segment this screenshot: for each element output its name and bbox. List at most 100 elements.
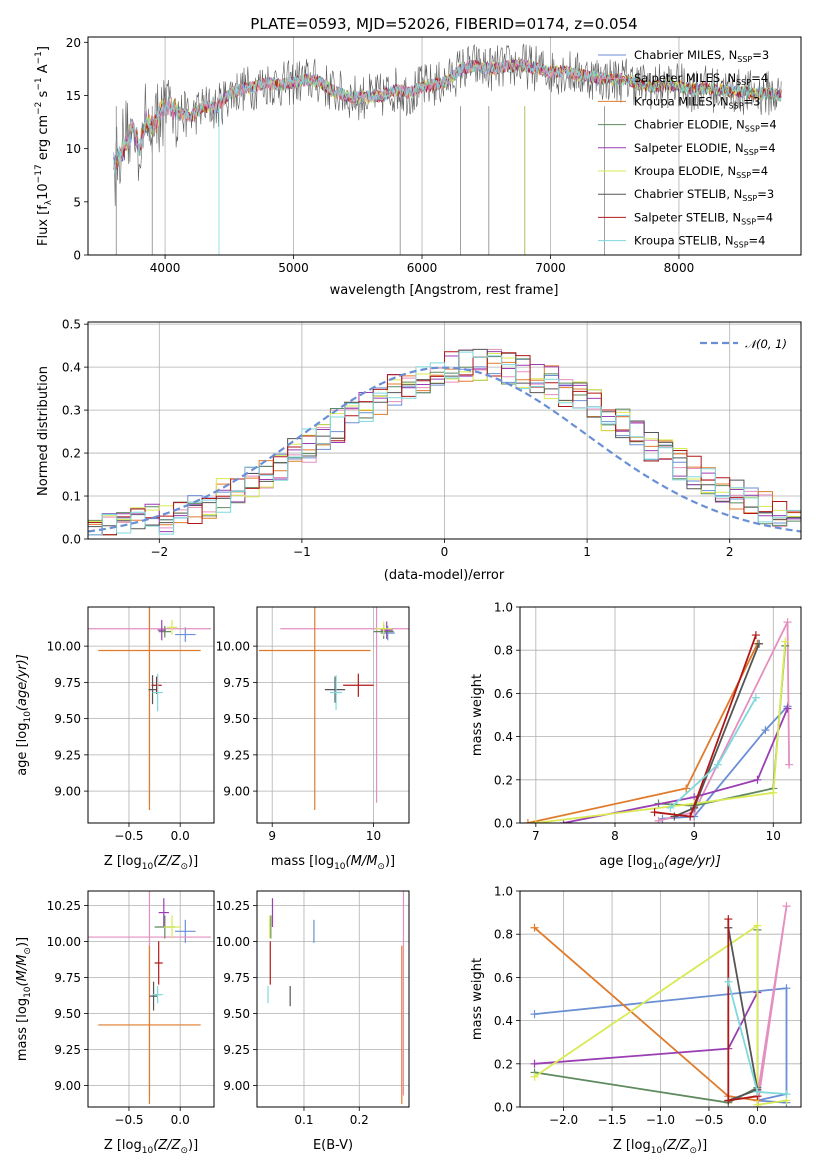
weight-marker-weight_vs_Z-7-0: [724, 915, 733, 924]
x-tick-label-spectrum-3: 7000: [535, 261, 566, 275]
x-axis-label-residuals: (data-model)/error: [384, 568, 505, 583]
x-tick-label-spectrum-0: 4000: [150, 261, 181, 275]
weight-marker-weight_vs_Z-7-1: [724, 1096, 733, 1105]
x-tick-label-residuals-1: −1: [293, 545, 311, 559]
grid-weight_vs_age: [520, 606, 801, 824]
weight-marker-weight_vs_age-8-2: [751, 693, 760, 702]
y-tick-label-residuals-5: 0.5: [62, 318, 81, 332]
x-tick-label-residuals-2: 0: [441, 545, 449, 559]
panel-residuals: −2 −1 0 1 2 0.0 0.1 0.2 0.3 0.4 0.5 𝒩(0, 1) (data-mo…: [36, 318, 802, 583]
y-tick-label-spectrum-0: 0: [73, 249, 81, 263]
y-tick-label-mass_vs_EBV-3: 9.75: [223, 971, 250, 985]
plot-area-spectrum: [113, 43, 782, 255]
plot-area-mass_vs_EBV: [267, 891, 405, 1105]
weight-series-weight_vs_age-5: [535, 641, 787, 823]
y-tick-label-weight_vs_Z-4: 0.8: [494, 928, 513, 942]
y-tick-label-spectrum-3: 15: [66, 89, 81, 103]
x-tick-label-mass_vs_Z-0: −0.5: [114, 1113, 143, 1127]
grid-age_vs_Z: [88, 607, 214, 823]
x-tick-label-residuals-3: 1: [583, 545, 591, 559]
x-tick-label-weight_vs_age-1: 8: [611, 829, 619, 843]
weight-marker-weight_vs_Z-1-1: [782, 902, 791, 911]
x-tick-label-spectrum-4: 8000: [664, 261, 695, 275]
y-axis-label-mass_vs_Z: mass [log10(M/M⊙)]: [15, 937, 33, 1061]
histogram-0: [88, 358, 801, 539]
y-tick-label-age_vs_mass-2: 9.50: [223, 712, 250, 726]
plot-area-weight_vs_Z: [530, 902, 791, 1107]
legend-label-6: Chabrier STELIB, NSSP=3: [634, 187, 774, 203]
panel-age_vs_Z: −0.5 0.0 9.00 9.25 9.50 9.75 10.00 Z [log10(Z/Z…: [15, 606, 215, 872]
weight-marker-weight_vs_Z-8-2: [782, 1090, 791, 1099]
panel-spectrum: 4000 5000 6000 7000 8000 0 5 10 15 20 wavelength […: [34, 36, 802, 298]
y-tick-label-mass_vs_Z-1: 9.25: [54, 1043, 81, 1057]
x-tick-label-weight_vs_age-2: 9: [690, 829, 698, 843]
spectrum-series-8: [113, 59, 782, 173]
weight-marker-weight_vs_age-4-2: [753, 775, 762, 784]
frame-residuals: [87, 321, 802, 540]
x-tick-label-residuals-0: −2: [150, 545, 168, 559]
grid-mass_vs_EBV: [257, 891, 409, 1107]
weight-series-weight_vs_age-4: [563, 708, 789, 823]
weight-marker-weight_vs_age-7-1: [686, 812, 695, 821]
plot-area-age_vs_mass: [259, 607, 409, 810]
legend-label-4: Salpeter ELODIE, NSSP=4: [634, 141, 776, 157]
y-tick-label-spectrum-4: 20: [66, 36, 81, 50]
x-tick-label-weight_vs_Z-3: −0.5: [694, 1113, 723, 1127]
legend-label-0: Chabrier MILES, NSSP=3: [634, 48, 769, 64]
weight-marker-weight_vs_age-4-3: [783, 704, 792, 713]
x-tick-label-age_vs_mass-1: 10: [366, 829, 381, 843]
x-axis-label-weight_vs_Z: Z [log10(Z/Z⊙)]: [613, 1138, 707, 1156]
x-tick-label-weight_vs_Z-2: −1.0: [646, 1113, 675, 1127]
y-tick-label-mass_vs_Z-4: 10.00: [47, 935, 81, 949]
legend-label-7: Salpeter STELIB, NSSP=4: [634, 210, 773, 226]
y-tick-label-mass_vs_EBV-4: 10.00: [216, 935, 250, 949]
y-tick-label-age_vs_mass-0: 9.00: [223, 785, 250, 799]
weight-marker-weight_vs_age-0-2: [761, 726, 770, 735]
panel-mass_vs_EBV: 0.1 0.2 9.00 9.25 9.50 9.75 10.00 10.25 E(B-V): [216, 890, 410, 1153]
y-tick-label-weight_vs_age-3: 0.6: [494, 687, 513, 701]
plot-area-mass_vs_Z: [88, 891, 211, 1105]
y-tick-label-mass_vs_Z-0: 9.00: [54, 1079, 81, 1093]
y-tick-label-mass_vs_EBV-0: 9.00: [223, 1079, 250, 1093]
weight-marker-weight_vs_age-7-2: [751, 631, 760, 640]
weight-marker-weight_vs_age-1-2: [783, 618, 792, 627]
x-tick-label-weight_vs_age-0: 7: [532, 829, 540, 843]
y-tick-label-age_vs_mass-3: 9.75: [223, 676, 250, 690]
y-tick-label-spectrum-2: 10: [66, 142, 81, 156]
x-tick-label-age_vs_mass-0: 9: [268, 829, 276, 843]
spectrum-series-1: [113, 58, 605, 171]
panel-mass_vs_Z: −0.5 0.0 9.00 9.25 9.50 9.75 10.00 10.25 Z [log1…: [15, 890, 215, 1156]
plot-area-age_vs_Z: [88, 607, 211, 810]
weight-marker-weight_vs_Z-2-0: [530, 923, 539, 932]
x-tick-label-weight_vs_Z-1: −1.5: [597, 1113, 626, 1127]
y-tick-label-residuals-0: 0.0: [62, 533, 81, 547]
y-tick-label-weight_vs_Z-0: 0.0: [494, 1101, 513, 1115]
y-tick-label-age_vs_mass-1: 9.25: [223, 748, 250, 762]
grid-mass_vs_Z: [88, 891, 214, 1107]
y-tick-label-spectrum-1: 5: [73, 195, 81, 209]
y-tick-label-mass_vs_EBV-5: 10.25: [216, 899, 250, 913]
y-tick-label-age_vs_Z-1: 9.25: [54, 748, 81, 762]
weight-marker-weight_vs_Z-5-0: [530, 1072, 539, 1081]
x-tick-label-weight_vs_age-3: 10: [766, 829, 781, 843]
frame-spectrum: [87, 36, 802, 256]
x-tick-label-mass_vs_EBV-0: 0.1: [294, 1113, 313, 1127]
weight-marker-weight_vs_Z-5-1: [753, 921, 762, 930]
frame-weight_vs_Z: [519, 890, 802, 1108]
weight-series-weight_vs_Z-1: [756, 905, 788, 1107]
weight-series-weight_vs_age-0: [662, 705, 789, 820]
y-tick-label-age_vs_Z-2: 9.50: [54, 712, 81, 726]
y-tick-label-weight_vs_age-4: 0.8: [494, 644, 513, 658]
y-tick-label-mass_vs_Z-5: 10.25: [47, 899, 81, 913]
weight-marker-weight_vs_age-2-1: [682, 784, 691, 793]
panel-weight_vs_age: 7 8 9 10 0.0 0.2 0.4 0.6 0.8 1.0 age [log10(age/yr…: [470, 601, 802, 872]
weight-marker-weight_vs_age-5-3: [781, 637, 790, 646]
weight-marker-weight_vs_Z-4-0: [530, 1059, 539, 1068]
weight-marker-weight_vs_age-8-1: [713, 760, 722, 769]
gaussian-legend-label: 𝒩(0, 1): [745, 337, 787, 351]
y-tick-label-mass_vs_Z-2: 9.50: [54, 1007, 81, 1021]
weight-series-weight_vs_Z-2: [533, 927, 758, 1102]
frame-mass_vs_Z: [87, 890, 215, 1108]
y-tick-label-weight_vs_Z-1: 0.2: [494, 1057, 513, 1071]
x-tick-label-residuals-4: 2: [726, 545, 734, 559]
